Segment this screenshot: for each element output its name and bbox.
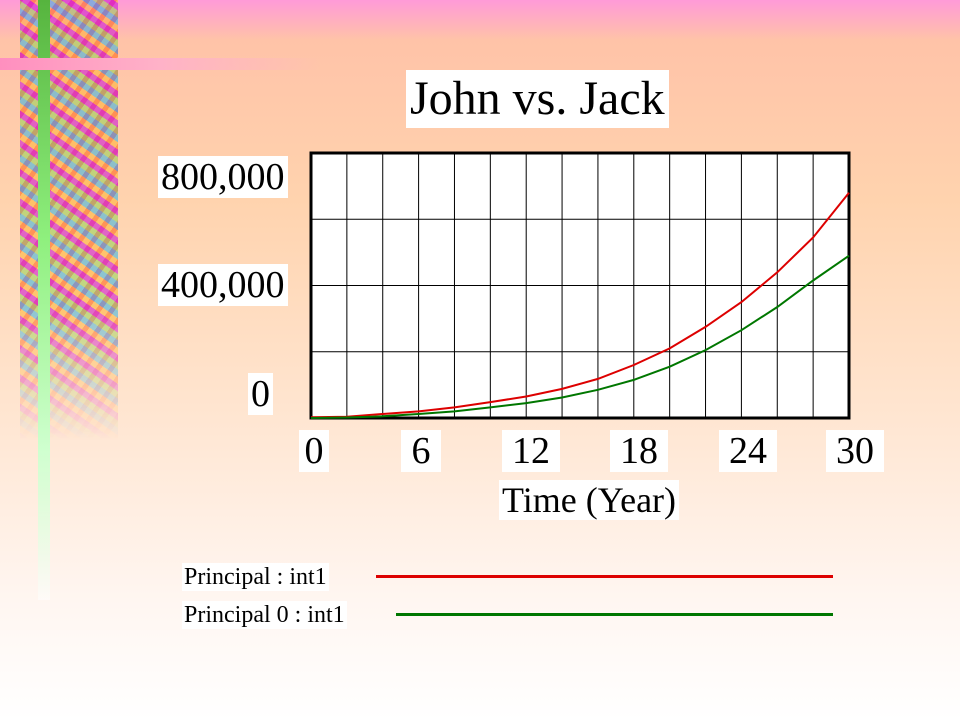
x-tick-label: 30: [826, 430, 884, 472]
legend-label: Principal 0 : int1: [182, 601, 347, 629]
legend-swatch: [376, 575, 833, 578]
y-tick-label: 800,000: [158, 156, 288, 198]
x-tick-label: 0: [299, 430, 329, 472]
decorative-vertical-bar: [38, 0, 50, 600]
decorative-horizontal-bar: [0, 58, 320, 70]
legend-swatch: [396, 613, 833, 616]
x-axis-label: Time (Year): [499, 480, 680, 520]
legend-label: Principal : int1: [182, 563, 329, 591]
x-tick-label: 18: [610, 430, 668, 472]
series-line-1: [310, 254, 850, 419]
x-tick-label: 6: [401, 430, 441, 472]
x-tick-label: 24: [719, 430, 777, 472]
y-tick-label: 400,000: [158, 264, 288, 306]
decorative-collage: [20, 0, 118, 440]
grid-lines: [311, 153, 849, 418]
chart-title: John vs. Jack: [406, 70, 669, 128]
series-line-0: [310, 192, 850, 419]
x-tick-label: 12: [502, 430, 560, 472]
series-lines: [310, 192, 850, 419]
y-tick-label: 0: [248, 373, 273, 415]
